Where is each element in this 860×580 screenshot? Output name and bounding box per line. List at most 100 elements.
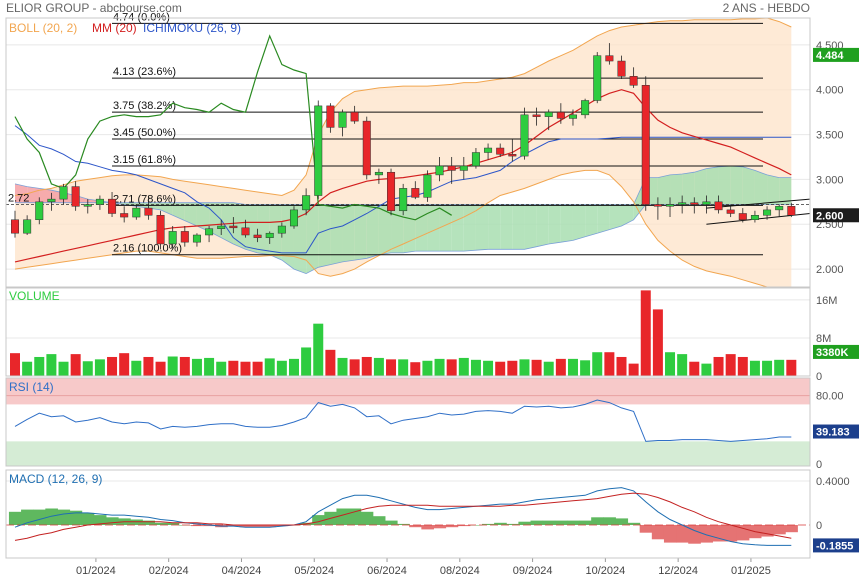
ichimoku-cloud-segment xyxy=(536,204,549,247)
macd-histogram-bar xyxy=(33,509,46,525)
chart-period[interactable]: 2 ANS - HEBDO xyxy=(722,1,810,15)
macd-histogram-bar xyxy=(518,521,532,525)
volume-bar xyxy=(386,359,397,376)
volume-bar xyxy=(580,360,591,376)
volume-bar xyxy=(422,360,433,376)
candle-body xyxy=(277,225,286,234)
macd-histogram-bar xyxy=(312,515,325,525)
ichimoku-cloud-segment xyxy=(15,183,28,203)
volume-bar xyxy=(652,309,663,376)
macd-histogram-bar xyxy=(45,508,58,525)
price-tick-label: 3.500 xyxy=(816,130,844,142)
candle-body xyxy=(435,165,444,176)
volume-bar xyxy=(470,359,481,376)
ichimoku-cloud-segment xyxy=(767,174,780,205)
macd-histogram-bar xyxy=(615,518,629,525)
macd-histogram-bar xyxy=(203,525,216,527)
macd-histogram-bar xyxy=(591,517,604,525)
ichimoku-cloud-segment xyxy=(706,166,719,205)
candle-body xyxy=(629,76,638,86)
candle-body xyxy=(108,198,117,214)
chart-title: ELIOR GROUP - abcbourse.com xyxy=(6,1,182,15)
volume-bar xyxy=(628,363,639,376)
macd-histogram-bar xyxy=(566,520,580,525)
candle-body xyxy=(217,225,226,229)
ichimoku-cloud-segment xyxy=(257,204,270,255)
volume-bar xyxy=(349,359,360,376)
candle-body xyxy=(362,120,371,176)
rsi-line xyxy=(14,399,792,442)
macd-histogram-bar xyxy=(360,511,374,525)
candle-body xyxy=(35,201,44,220)
candle-body xyxy=(144,207,153,216)
volume-tick-label: 16M xyxy=(816,295,837,307)
x-axis: 01/2024 02/2024 04/2024 05/2024 06/2024 08/20… xyxy=(5,17,811,577)
candle-body xyxy=(738,213,747,220)
resistance-tag-box xyxy=(813,47,859,62)
legend-ichimoku[interactable]: ICHIMOKU (26, 9) xyxy=(143,21,241,35)
macd-histogram-bar xyxy=(421,525,434,530)
volume-bar xyxy=(288,358,299,376)
ichimoku-cloud-segment xyxy=(524,204,537,250)
legend-boll[interactable]: BOLL (20, 2) xyxy=(9,21,77,35)
rsi-last-tag: 39.183 xyxy=(816,427,850,439)
fibonacci-label: 4.74 (0.0%) xyxy=(113,11,170,23)
macd-histogram-bar xyxy=(263,525,277,528)
volume-bar xyxy=(22,361,33,376)
fibonacci-label: 2.71 (78.6%) xyxy=(113,193,176,205)
legend-mm[interactable]: MM (20) xyxy=(92,21,137,35)
volume-bar xyxy=(46,354,57,376)
macd-tick-label: 0 xyxy=(816,520,822,532)
volume-bar xyxy=(713,356,724,376)
volume-bar xyxy=(10,353,20,376)
ichimoku-cloud-segment xyxy=(184,202,197,227)
volume-bar xyxy=(179,356,190,376)
ichimoku-cloud-segment xyxy=(694,168,707,205)
price-tick-label: 4.000 xyxy=(816,85,844,97)
volume-bar xyxy=(131,360,142,376)
candle-body xyxy=(520,114,529,157)
ichimoku-cloud-segment xyxy=(318,204,331,268)
volume-bar xyxy=(604,352,615,376)
candle-body xyxy=(763,209,772,216)
legend-rsi[interactable]: RSI (14) xyxy=(9,380,54,394)
candle-body xyxy=(326,105,335,128)
macd-histogram-bar xyxy=(760,525,774,537)
volume-bar xyxy=(70,354,81,376)
legend-macd[interactable]: MACD (12, 26, 9) xyxy=(9,472,102,486)
ichimoku-cloud-segment xyxy=(391,204,404,253)
candle-body xyxy=(775,206,784,211)
ichimoku-cloud-segment xyxy=(354,204,367,261)
volume-bar xyxy=(325,349,336,376)
candle-body xyxy=(47,198,56,203)
ichimoku-cloud-segment xyxy=(403,204,416,253)
ichimoku-cloud-segment xyxy=(330,204,343,265)
legend-volume[interactable]: VOLUME xyxy=(9,289,60,303)
macd-panel: 0.4000 0 -0.1855 xyxy=(6,469,859,558)
volume-bar xyxy=(204,357,215,376)
ichimoku-cloud-segment xyxy=(572,204,586,241)
candle-body xyxy=(83,204,92,207)
ichimoku-cloud-segment xyxy=(609,204,622,230)
volume-bar xyxy=(458,357,469,376)
fibonacci-label: 3.45 (50.0%) xyxy=(113,127,176,139)
macd-histogram-bar xyxy=(239,525,253,528)
volume-bar xyxy=(701,363,712,376)
volume-bar xyxy=(410,362,421,376)
macd-histogram-bar xyxy=(251,525,265,528)
ichimoku-cloud-segment xyxy=(306,204,319,274)
candle-body xyxy=(253,234,262,238)
panel-border xyxy=(5,469,811,559)
volume-bar xyxy=(737,356,748,376)
macd-histogram-bar xyxy=(105,517,119,525)
fibonacci-label: 3.15 (61.8%) xyxy=(113,154,176,166)
volume-bar xyxy=(155,361,166,376)
ichimoku-cloud-segment xyxy=(500,204,513,250)
macd-last-tag-box xyxy=(813,538,859,553)
macd-histogram-bar xyxy=(663,525,677,543)
volume-bar xyxy=(264,358,275,376)
volume-bar xyxy=(252,361,263,376)
candle-body xyxy=(568,114,577,119)
macd-histogram-bar xyxy=(445,525,459,528)
